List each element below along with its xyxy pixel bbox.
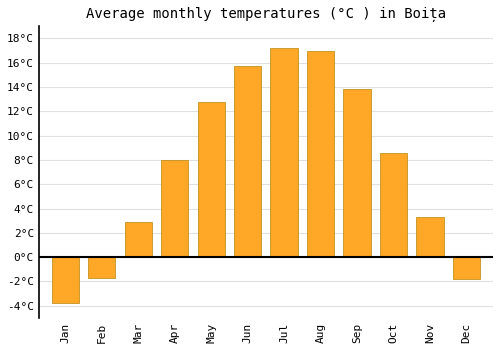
Bar — [270, 48, 298, 257]
Title: Average monthly temperatures (°C ) in Boița: Average monthly temperatures (°C ) in Bo… — [86, 7, 446, 22]
Bar — [88, 257, 116, 278]
Bar — [124, 222, 152, 257]
Bar — [198, 102, 225, 257]
Bar — [344, 90, 371, 257]
Bar — [161, 160, 188, 257]
Bar — [234, 66, 262, 257]
Bar — [453, 257, 480, 279]
Bar — [52, 257, 79, 303]
Bar — [416, 217, 444, 257]
Bar — [380, 153, 407, 257]
Bar — [307, 51, 334, 257]
